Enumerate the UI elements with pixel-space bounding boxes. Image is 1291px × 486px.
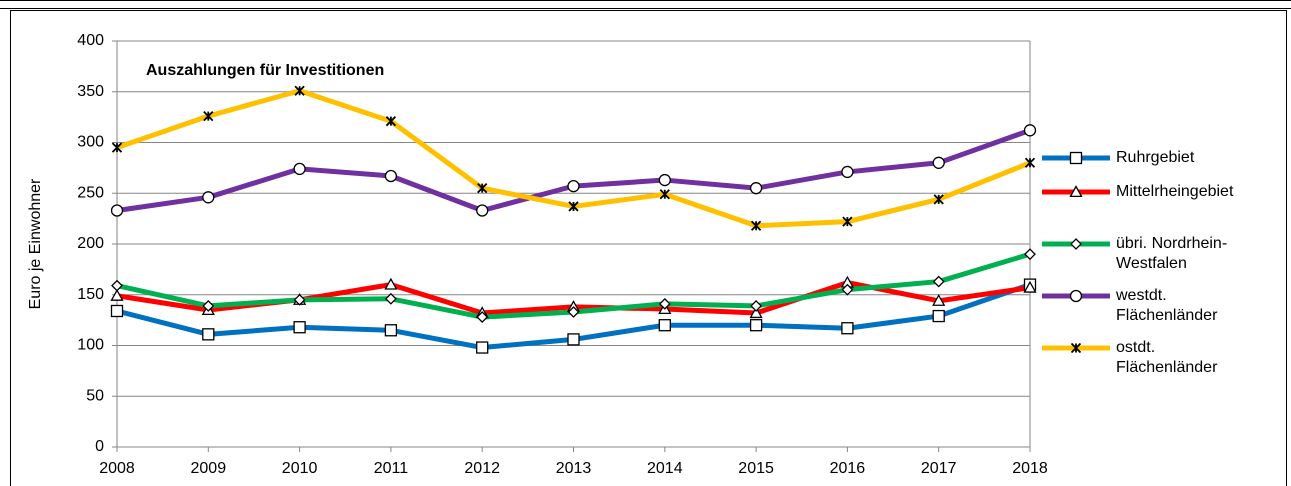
x-tick-label: 2012 (464, 460, 500, 477)
x-tick-label: 2010 (282, 460, 318, 477)
marker (384, 324, 398, 337)
x-tick-label: 2014 (647, 460, 683, 477)
marker (750, 220, 762, 231)
legend-label: westdt. Flächenländer (1116, 287, 1218, 324)
marker (1069, 151, 1083, 165)
marker (110, 288, 124, 301)
marker (750, 299, 763, 312)
marker (1024, 248, 1036, 261)
y-tick-label: 300 (77, 134, 104, 151)
marker (476, 204, 489, 217)
marker (110, 304, 124, 318)
marker (111, 279, 123, 292)
y-tick-label: 250 (77, 184, 104, 201)
marker (841, 322, 854, 335)
marker (384, 292, 397, 305)
y-tick-label: 400 (77, 32, 104, 49)
marker (384, 277, 398, 290)
marker (202, 299, 215, 312)
marker (1070, 238, 1082, 250)
x-tick-label: 2011 (374, 460, 409, 477)
x-tick-label: 2016 (830, 460, 866, 477)
marker (749, 319, 763, 332)
marker (658, 319, 671, 332)
marker (842, 216, 853, 227)
marker (293, 321, 306, 334)
marker (294, 85, 305, 96)
marker (567, 306, 580, 318)
y-tick-label: 0 (95, 438, 104, 455)
marker (659, 189, 670, 200)
marker (385, 116, 397, 127)
marker (477, 183, 488, 194)
y-tick-label: 50 (86, 387, 104, 404)
marker (1069, 289, 1083, 303)
chart-title: Auszahlungen für Investitionen (146, 62, 384, 79)
marker (293, 162, 306, 176)
marker (476, 341, 489, 354)
marker (293, 293, 306, 306)
marker (203, 110, 214, 122)
marker (841, 165, 854, 179)
marker (749, 182, 763, 195)
legend-label: Mittelrheingebiet (1116, 183, 1234, 200)
x-tick-label: 2013 (556, 460, 592, 477)
marker (1024, 157, 1036, 168)
marker (476, 311, 489, 323)
x-tick-label: 2009 (191, 460, 227, 477)
x-tick-label: 2017 (921, 460, 957, 477)
marker (567, 333, 580, 346)
y-tick-label: 100 (77, 337, 104, 354)
marker (932, 275, 945, 288)
marker (202, 191, 215, 204)
marker (1023, 280, 1037, 293)
table-strip (0, 0, 1291, 9)
marker (932, 156, 945, 169)
marker (658, 173, 671, 187)
marker (658, 297, 671, 310)
marker (841, 283, 854, 296)
x-tick-label: 2018 (1012, 460, 1048, 477)
marker (749, 306, 763, 319)
x-tick-label: 2008 (99, 460, 135, 477)
marker (1069, 185, 1083, 198)
marker (110, 204, 124, 217)
y-tick-label: 350 (77, 83, 104, 100)
legend-label: übri. Nordrhein-Westfalen (1116, 235, 1228, 272)
y-axis-label: Euro je Einwohner (27, 178, 44, 309)
marker (202, 328, 215, 341)
marker (1023, 124, 1037, 137)
y-tick-label: 150 (77, 286, 104, 303)
y-tick-label: 200 (77, 235, 104, 252)
marker (1070, 342, 1082, 354)
marker (111, 142, 123, 153)
marker (567, 179, 580, 193)
chart-border (10, 10, 1287, 486)
legend-label: ostdt. Flächenländer (1116, 339, 1218, 376)
marker (568, 201, 579, 212)
x-tick-label: 2015 (738, 460, 774, 477)
marker (932, 309, 945, 323)
marker (932, 294, 946, 306)
legend-label: Ruhrgebiet (1116, 149, 1195, 166)
marker (933, 194, 944, 205)
marker (384, 169, 398, 183)
